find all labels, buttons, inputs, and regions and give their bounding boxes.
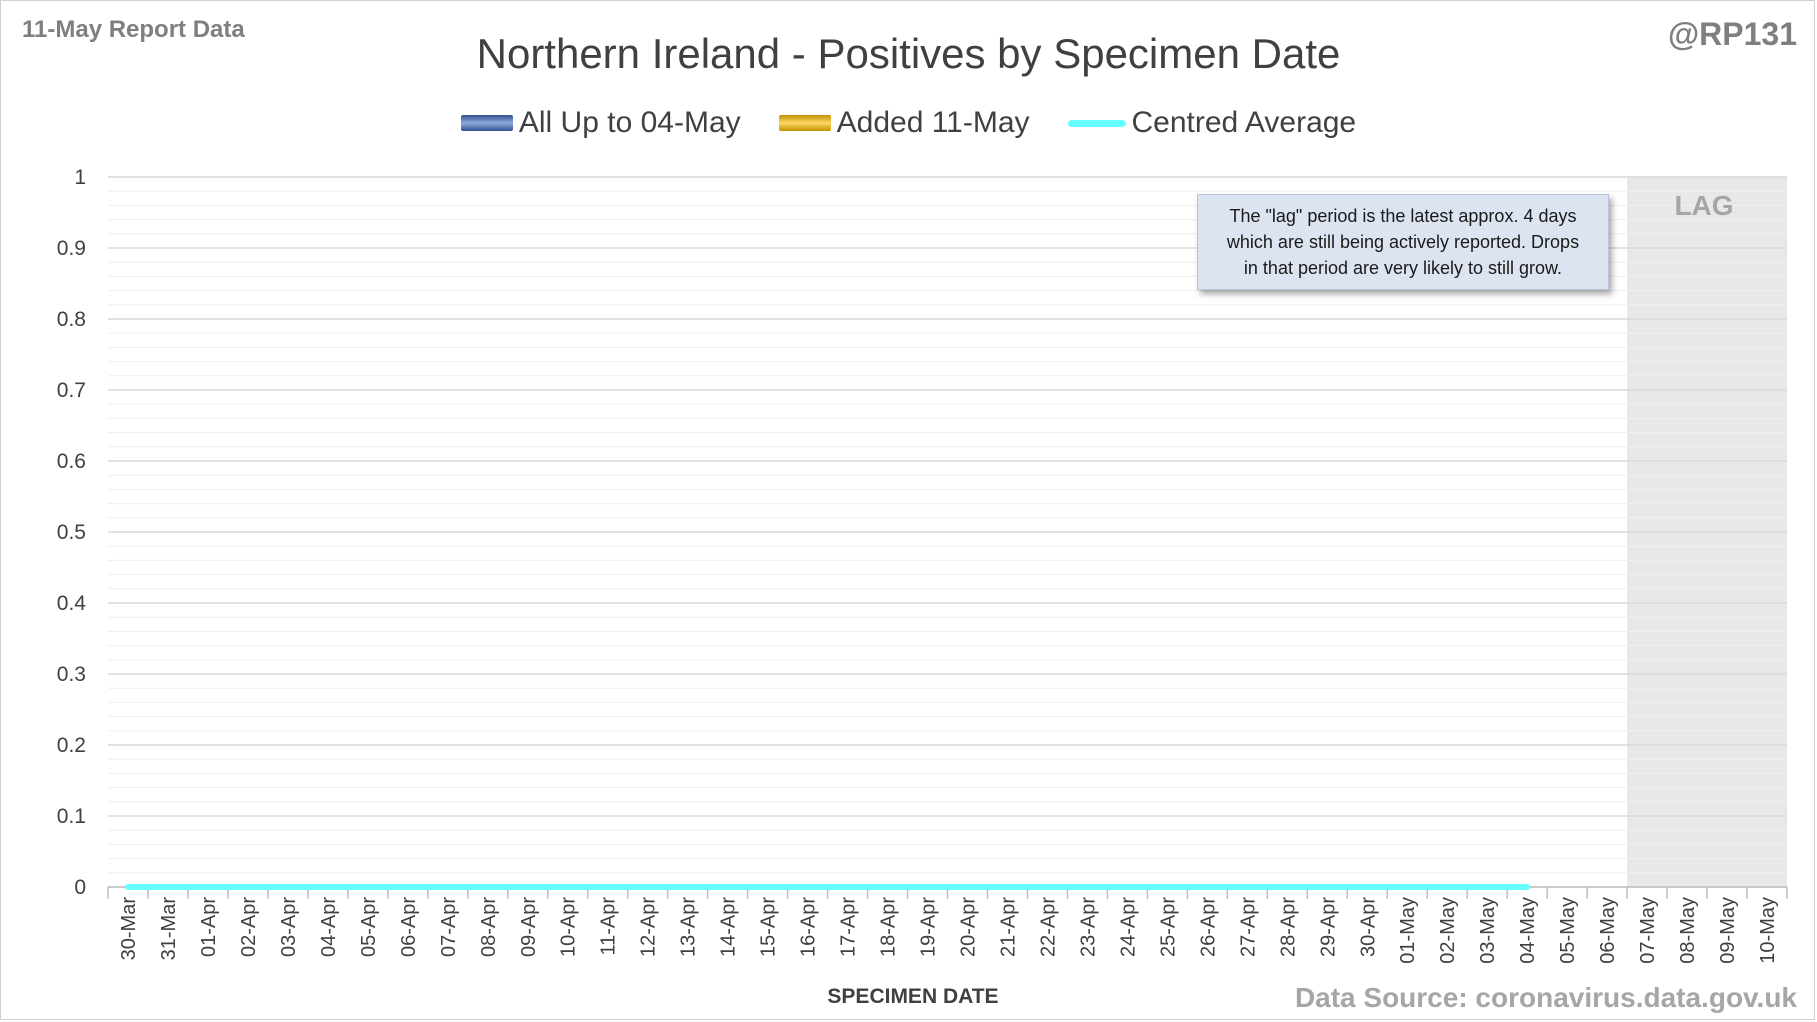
y-tick-label: 0.9 bbox=[57, 237, 86, 260]
x-tick-label: 04-May bbox=[1517, 897, 1539, 964]
x-tick-label: 25-Apr bbox=[1157, 897, 1179, 957]
x-tick-label: 20-Apr bbox=[957, 897, 979, 957]
y-tick-label: 0.2 bbox=[57, 734, 86, 757]
author-handle: @RP131 bbox=[1667, 16, 1797, 52]
chart-legend: All Up to 04-May Added 11-May Centred Av… bbox=[0, 106, 1817, 140]
x-tick-label: 05-May bbox=[1557, 897, 1579, 964]
lag-annotation-box: The "lag" period is the latest approx. 4… bbox=[1197, 194, 1609, 290]
x-tick-label: 08-Apr bbox=[478, 897, 500, 957]
legend-label-added: Added 11-May bbox=[836, 106, 1030, 139]
x-tick-label: 28-Apr bbox=[1277, 897, 1299, 957]
y-tick-label: 0.6 bbox=[57, 450, 86, 473]
x-tick-label: 04-Apr bbox=[318, 897, 340, 957]
x-tick-label: 09-May bbox=[1717, 897, 1739, 964]
x-tick-label: 27-Apr bbox=[1237, 897, 1259, 957]
annotation-line: The "lag" period is the latest approx. 4… bbox=[1229, 206, 1577, 226]
x-tick-label: 07-May bbox=[1637, 897, 1659, 964]
x-tick-label: 22-Apr bbox=[1037, 897, 1059, 957]
x-tick-label: 14-Apr bbox=[718, 897, 740, 957]
x-tick-label: 24-Apr bbox=[1117, 897, 1139, 957]
annotation-line: in that period are very likely to still … bbox=[1243, 258, 1563, 278]
x-tick-label: 06-Apr bbox=[398, 897, 420, 957]
y-tick-label: 0.5 bbox=[57, 521, 86, 544]
x-tick-label: 11-Apr bbox=[598, 897, 620, 956]
y-tick-label: 0.3 bbox=[57, 663, 86, 686]
x-tick-label: 12-Apr bbox=[638, 897, 660, 957]
legend-swatch-all bbox=[460, 115, 513, 131]
legend-swatch-added bbox=[778, 115, 831, 131]
y-tick-label: 0.8 bbox=[57, 308, 86, 331]
x-tick-label: 06-May bbox=[1597, 897, 1619, 964]
lag-label: LAG bbox=[1674, 190, 1734, 221]
x-tick-label: 08-May bbox=[1677, 897, 1699, 964]
x-tick-label: 30-Apr bbox=[1357, 897, 1379, 957]
x-tick-label: 23-Apr bbox=[1077, 897, 1099, 957]
legend-item-all: All Up to 04-May bbox=[460, 106, 741, 140]
x-tick-label: 16-Apr bbox=[798, 897, 820, 957]
x-tick-label: 18-Apr bbox=[878, 897, 900, 957]
x-tick-label: 13-Apr bbox=[678, 897, 700, 957]
y-tick-label: 0.1 bbox=[57, 805, 86, 828]
x-tick-label: 10-Apr bbox=[558, 897, 580, 957]
y-tick-label: 1 bbox=[74, 166, 86, 189]
x-tick-label: 01-May bbox=[1397, 897, 1419, 964]
x-tick-label: 26-Apr bbox=[1197, 897, 1219, 957]
x-tick-label: 19-Apr bbox=[918, 897, 940, 957]
x-tick-label: 03-Apr bbox=[278, 897, 300, 957]
legend-swatch-average bbox=[1067, 119, 1126, 127]
y-tick-label: 0.4 bbox=[57, 592, 87, 615]
x-tick-label: 01-Apr bbox=[198, 897, 220, 957]
x-tick-label: 07-Apr bbox=[438, 897, 460, 957]
x-tick-label: 15-Apr bbox=[758, 897, 780, 957]
y-tick-label: 0 bbox=[74, 876, 86, 899]
report-date-label: 11-May Report Data bbox=[22, 16, 245, 43]
x-tick-label: 30-Mar bbox=[118, 897, 140, 961]
x-tick-label: 09-Apr bbox=[518, 897, 540, 957]
x-tick-label: 10-May bbox=[1757, 897, 1779, 964]
legend-item-added: Added 11-May bbox=[778, 106, 1030, 140]
chart-title: Northern Ireland - Positives by Specimen… bbox=[476, 30, 1341, 77]
annotation-line: which are still being actively reported.… bbox=[1226, 232, 1580, 252]
x-tick-label: 21-Apr bbox=[997, 897, 1019, 957]
x-tick-label: 29-Apr bbox=[1317, 897, 1339, 957]
legend-label-all: All Up to 04-May bbox=[518, 106, 741, 139]
y-tick-label: 0.7 bbox=[57, 379, 86, 402]
x-tick-label: 17-Apr bbox=[838, 897, 860, 957]
x-tick-label: 05-Apr bbox=[358, 897, 380, 957]
x-tick-label: 03-May bbox=[1477, 897, 1499, 964]
x-tick-label: 02-Apr bbox=[238, 897, 260, 957]
x-tick-label: 31-Mar bbox=[158, 897, 180, 961]
x-tick-label: 02-May bbox=[1437, 897, 1459, 964]
legend-label-average: Centred Average bbox=[1131, 106, 1357, 139]
data-source: Data Source: coronavirus.data.gov.uk bbox=[1294, 982, 1797, 1013]
legend-item-average: Centred Average bbox=[1067, 106, 1357, 140]
x-axis-title: SPECIMEN DATE bbox=[827, 985, 999, 1008]
